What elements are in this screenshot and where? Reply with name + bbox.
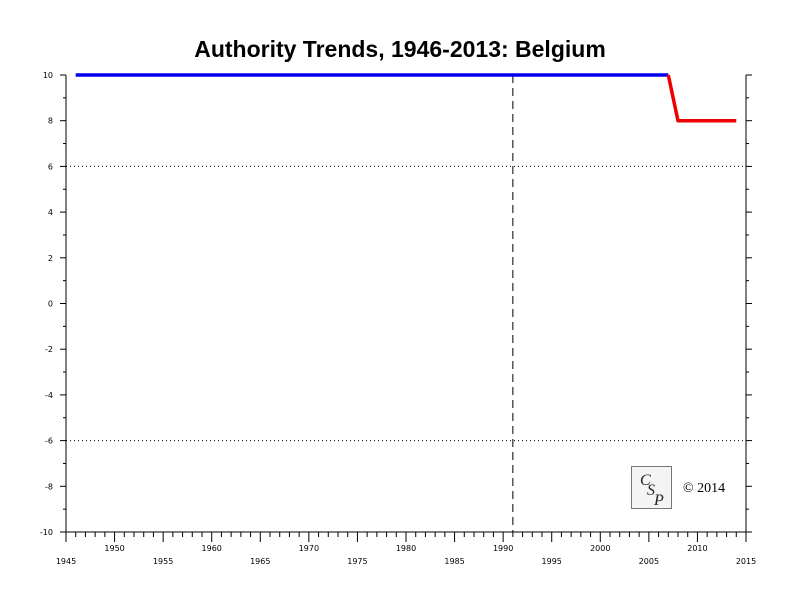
y-tick-label: 4 bbox=[48, 208, 53, 217]
y-tick-label: -8 bbox=[45, 482, 53, 491]
y-tick-label: -4 bbox=[45, 391, 53, 400]
csp-logo-icon: C S P bbox=[640, 472, 664, 509]
chart-title: Authority Trends, 1946-2013: Belgium bbox=[194, 36, 606, 62]
x-tick-label: 1950 bbox=[104, 544, 124, 553]
csp-logo: C S P bbox=[631, 466, 672, 509]
copyright-text: © 2014 bbox=[683, 481, 726, 496]
series-line-2 bbox=[666, 74, 737, 123]
y-tick-label: 10 bbox=[43, 71, 53, 80]
x-tick-label: 1960 bbox=[202, 544, 222, 553]
svg-text:C: C bbox=[640, 472, 651, 489]
x-tick-label: 1985 bbox=[444, 557, 464, 566]
x-tick-label: 2015 bbox=[736, 557, 756, 566]
data-series bbox=[75, 73, 737, 123]
x-tick-label: 1975 bbox=[347, 557, 367, 566]
x-tick-label: 1980 bbox=[396, 544, 416, 553]
x-tick-label: 2010 bbox=[687, 544, 707, 553]
y-tick-label: 0 bbox=[48, 300, 53, 309]
y-tick-label: 8 bbox=[48, 117, 53, 126]
y-tick-label: -6 bbox=[45, 437, 53, 446]
y-tick-label: 6 bbox=[48, 162, 53, 171]
y-tick-label: -2 bbox=[45, 345, 53, 354]
x-tick-label: 1995 bbox=[542, 557, 562, 566]
x-tick-label: 1955 bbox=[153, 557, 173, 566]
x-tick-label: 1945 bbox=[56, 557, 76, 566]
tick-labels: 10 8 6 4 2 0 -2 -4 -6 -8 -10 1950 1960 1970 1980 1990 20… bbox=[40, 71, 756, 566]
x-tick-label: 1970 bbox=[299, 544, 319, 553]
x-tick-label: 2000 bbox=[590, 544, 610, 553]
reference-lines bbox=[66, 75, 746, 532]
x-tick-label: 2005 bbox=[639, 557, 659, 566]
y-tick-label: -10 bbox=[40, 528, 53, 537]
svg-text:S: S bbox=[647, 482, 655, 499]
svg-text:P: P bbox=[653, 492, 664, 508]
y-tick-label: 2 bbox=[48, 254, 53, 263]
x-tick-label: 1990 bbox=[493, 544, 513, 553]
axes bbox=[60, 74, 752, 542]
x-tick-label: 1965 bbox=[250, 557, 270, 566]
